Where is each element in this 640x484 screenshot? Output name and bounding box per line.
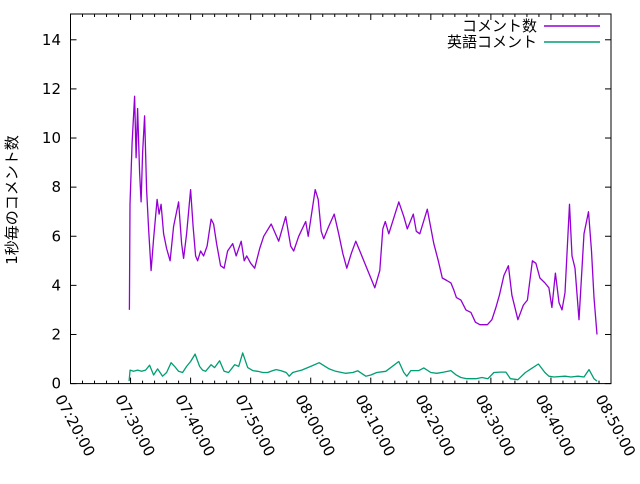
legend-entry-comment: コメント数 <box>462 17 600 35</box>
x-tick-label: 08:20:00 <box>411 392 459 460</box>
legend-label-comment: コメント数 <box>462 17 537 35</box>
legend-entry-english: 英語コメント <box>447 33 600 51</box>
y-tick-label: 8 <box>51 178 61 196</box>
english-comment-line <box>128 352 598 382</box>
axis-ticks: 07:20:00 07:30:00 07:40:00 07:50:00 08:00:00… <box>42 14 639 460</box>
legend: コメント数 英語コメント <box>447 17 600 51</box>
comment-count-line <box>128 95 598 335</box>
x-tick-label: 07:30:00 <box>111 392 159 460</box>
x-tick-label: 08:00:00 <box>291 392 339 460</box>
x-tick-label: 08:50:00 <box>592 392 640 460</box>
y-tick-label: 14 <box>42 31 61 49</box>
x-tick-label: 08:40:00 <box>532 392 580 460</box>
y-tick-label: 2 <box>51 325 61 343</box>
y-tick-label: 0 <box>51 375 61 393</box>
x-tick-label: 07:40:00 <box>171 392 219 460</box>
y-tick-label: 12 <box>42 80 61 98</box>
legend-label-english: 英語コメント <box>447 33 537 51</box>
data-series <box>128 95 598 382</box>
y-tick-label: 10 <box>42 129 61 147</box>
y-tick-label: 4 <box>51 276 61 294</box>
x-tick-label: 07:20:00 <box>51 392 99 460</box>
plot-border <box>70 13 612 385</box>
x-tick-label: 08:10:00 <box>351 392 399 460</box>
y-axis-title: 1秒毎のコメント数 <box>3 135 21 265</box>
x-tick-label: 07:50:00 <box>231 392 279 460</box>
y-tick-label: 6 <box>51 227 61 245</box>
x-tick-label: 08:30:00 <box>472 392 520 460</box>
